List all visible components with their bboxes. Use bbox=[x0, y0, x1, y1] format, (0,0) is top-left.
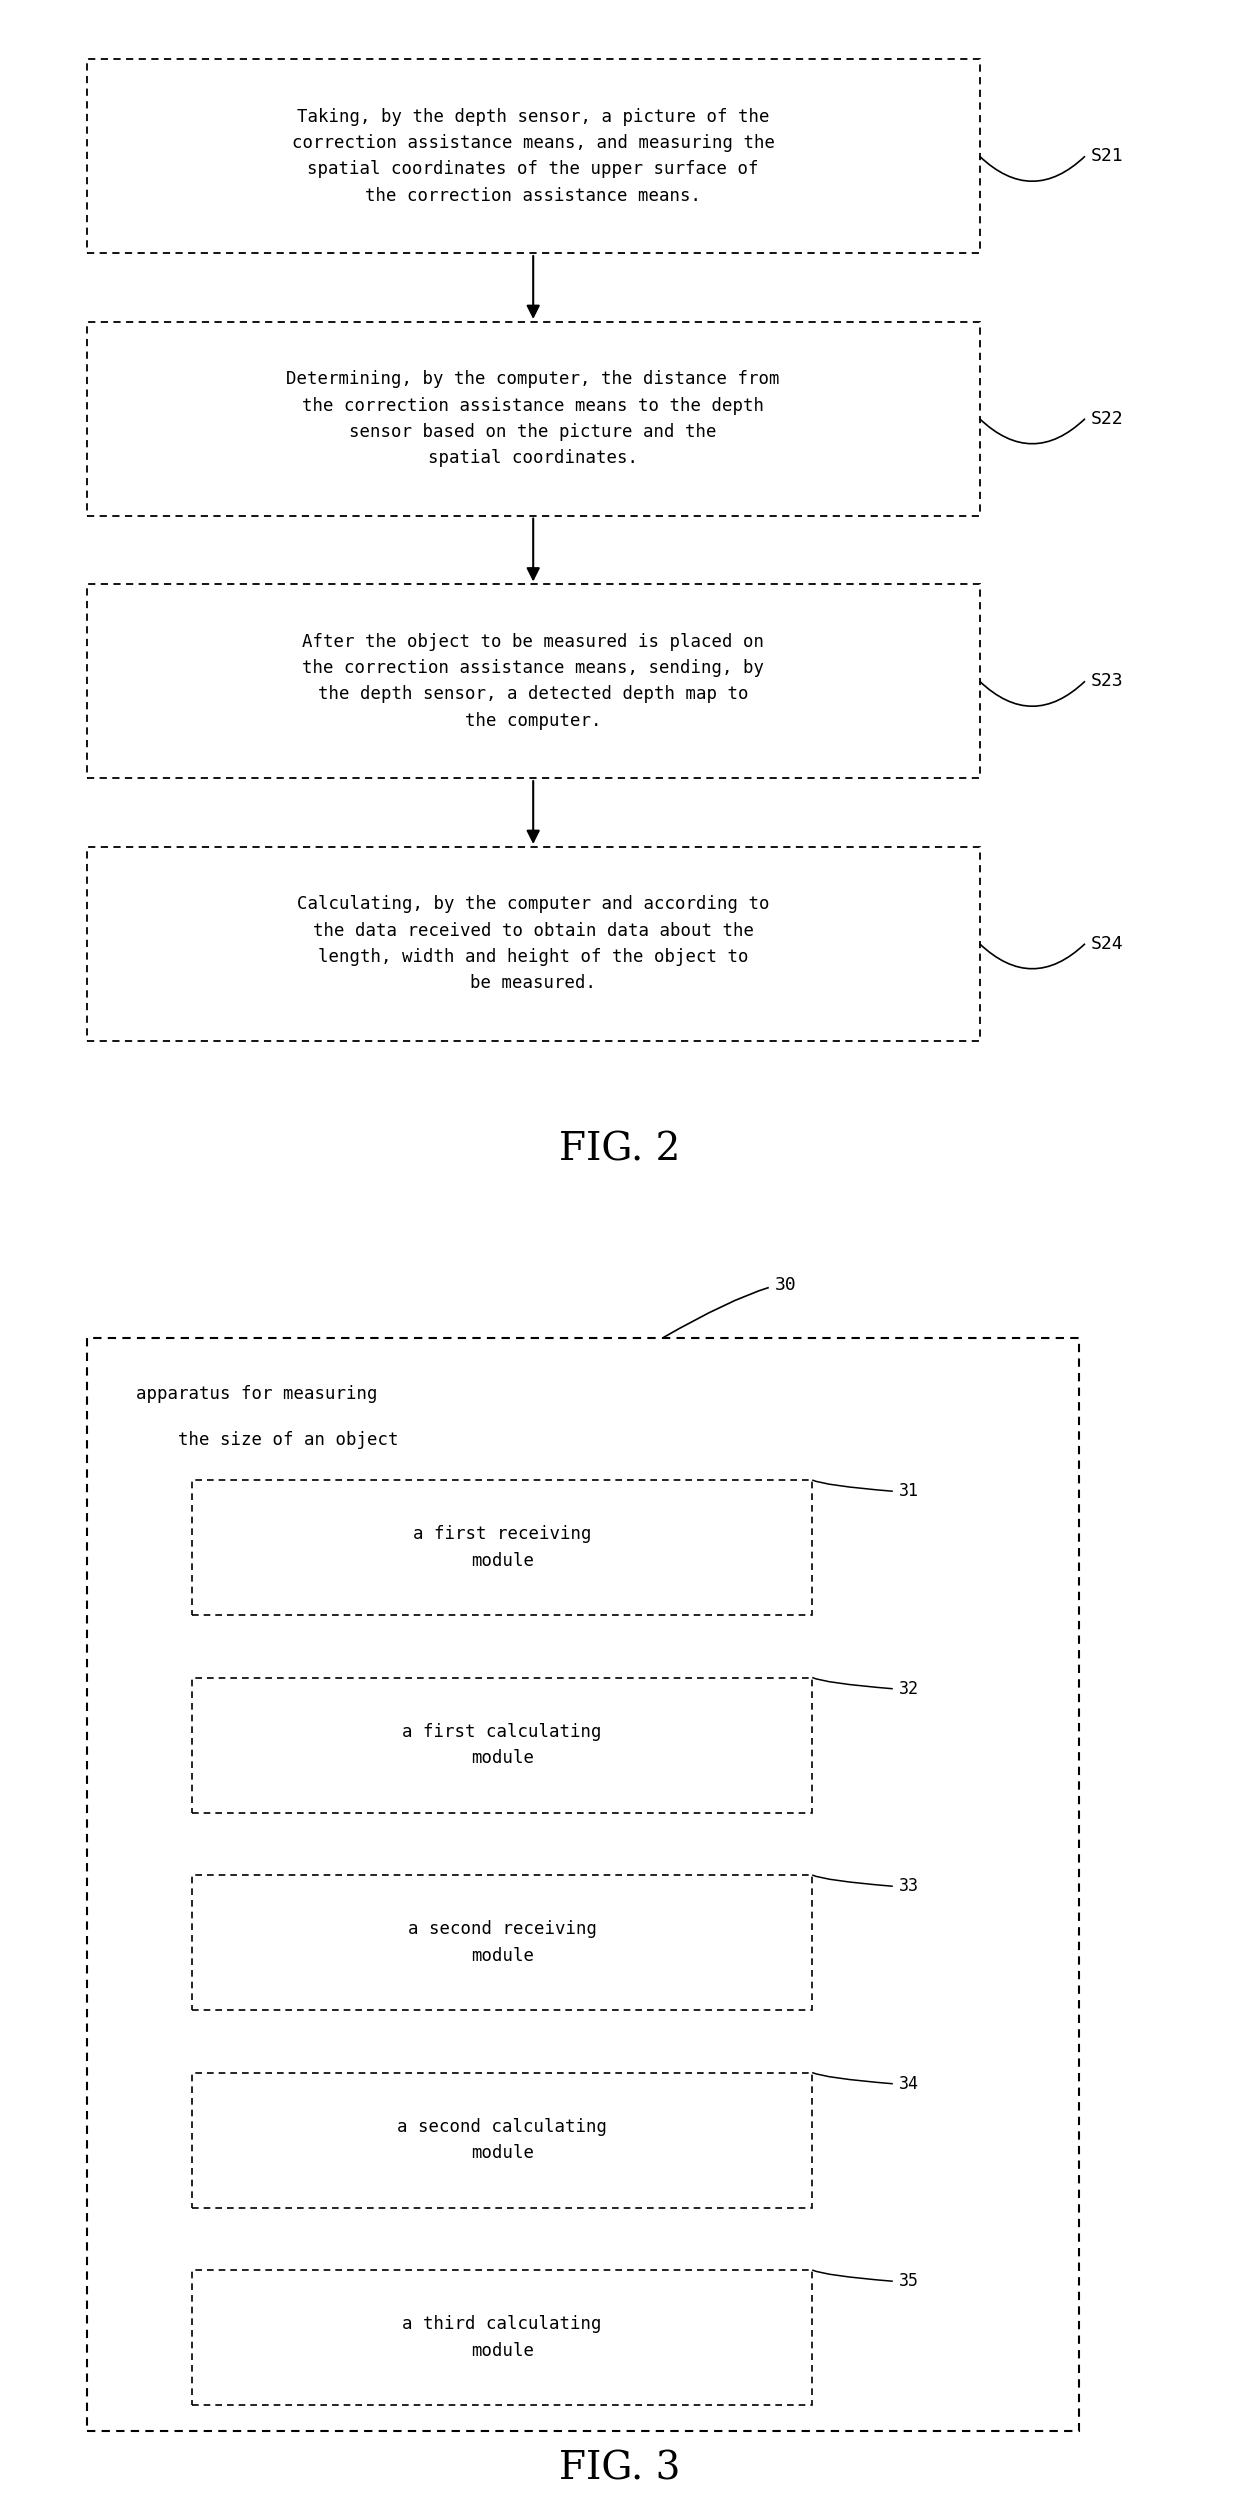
Text: 34: 34 bbox=[899, 2075, 919, 2092]
Text: S22: S22 bbox=[1091, 410, 1123, 428]
Bar bbox=[192, 1875, 812, 2010]
Text: 35: 35 bbox=[899, 2272, 919, 2290]
Text: a second calculating
module: a second calculating module bbox=[397, 2118, 608, 2162]
Text: a second receiving
module: a second receiving module bbox=[408, 1920, 596, 1965]
Bar bbox=[87, 848, 980, 1040]
Text: 31: 31 bbox=[899, 1482, 919, 1500]
Text: Taking, by the depth sensor, a picture of the
correction assistance means, and m: Taking, by the depth sensor, a picture o… bbox=[291, 107, 775, 205]
Bar bbox=[87, 322, 980, 515]
Text: a first receiving
module: a first receiving module bbox=[413, 1525, 591, 1570]
Text: FIG. 3: FIG. 3 bbox=[559, 2450, 681, 2488]
Bar bbox=[192, 2270, 812, 2405]
Bar bbox=[87, 585, 980, 778]
Bar bbox=[192, 2072, 812, 2208]
Text: Determining, by the computer, the distance from
the correction assistance means : Determining, by the computer, the distan… bbox=[286, 370, 780, 468]
Text: S23: S23 bbox=[1091, 672, 1123, 690]
Text: Calculating, by the computer and according to
the data received to obtain data a: Calculating, by the computer and accordi… bbox=[296, 895, 770, 993]
Text: 32: 32 bbox=[899, 1680, 919, 1698]
Text: apparatus for measuring: apparatus for measuring bbox=[136, 1385, 378, 1403]
Bar bbox=[87, 1338, 1079, 2430]
Bar bbox=[192, 1480, 812, 1615]
Text: a third calculating
module: a third calculating module bbox=[403, 2315, 601, 2360]
Text: the size of an object: the size of an object bbox=[136, 1430, 399, 1450]
Text: After the object to be measured is placed on
the correction assistance means, se: After the object to be measured is place… bbox=[303, 632, 764, 730]
Text: 30: 30 bbox=[775, 1275, 797, 1295]
Text: 33: 33 bbox=[899, 1878, 919, 1895]
Text: a first calculating
module: a first calculating module bbox=[403, 1722, 601, 1767]
Bar bbox=[87, 60, 980, 253]
Text: FIG. 2: FIG. 2 bbox=[559, 1132, 681, 1168]
Text: S24: S24 bbox=[1091, 935, 1123, 952]
Bar bbox=[192, 1678, 812, 1812]
Text: S21: S21 bbox=[1091, 148, 1123, 165]
